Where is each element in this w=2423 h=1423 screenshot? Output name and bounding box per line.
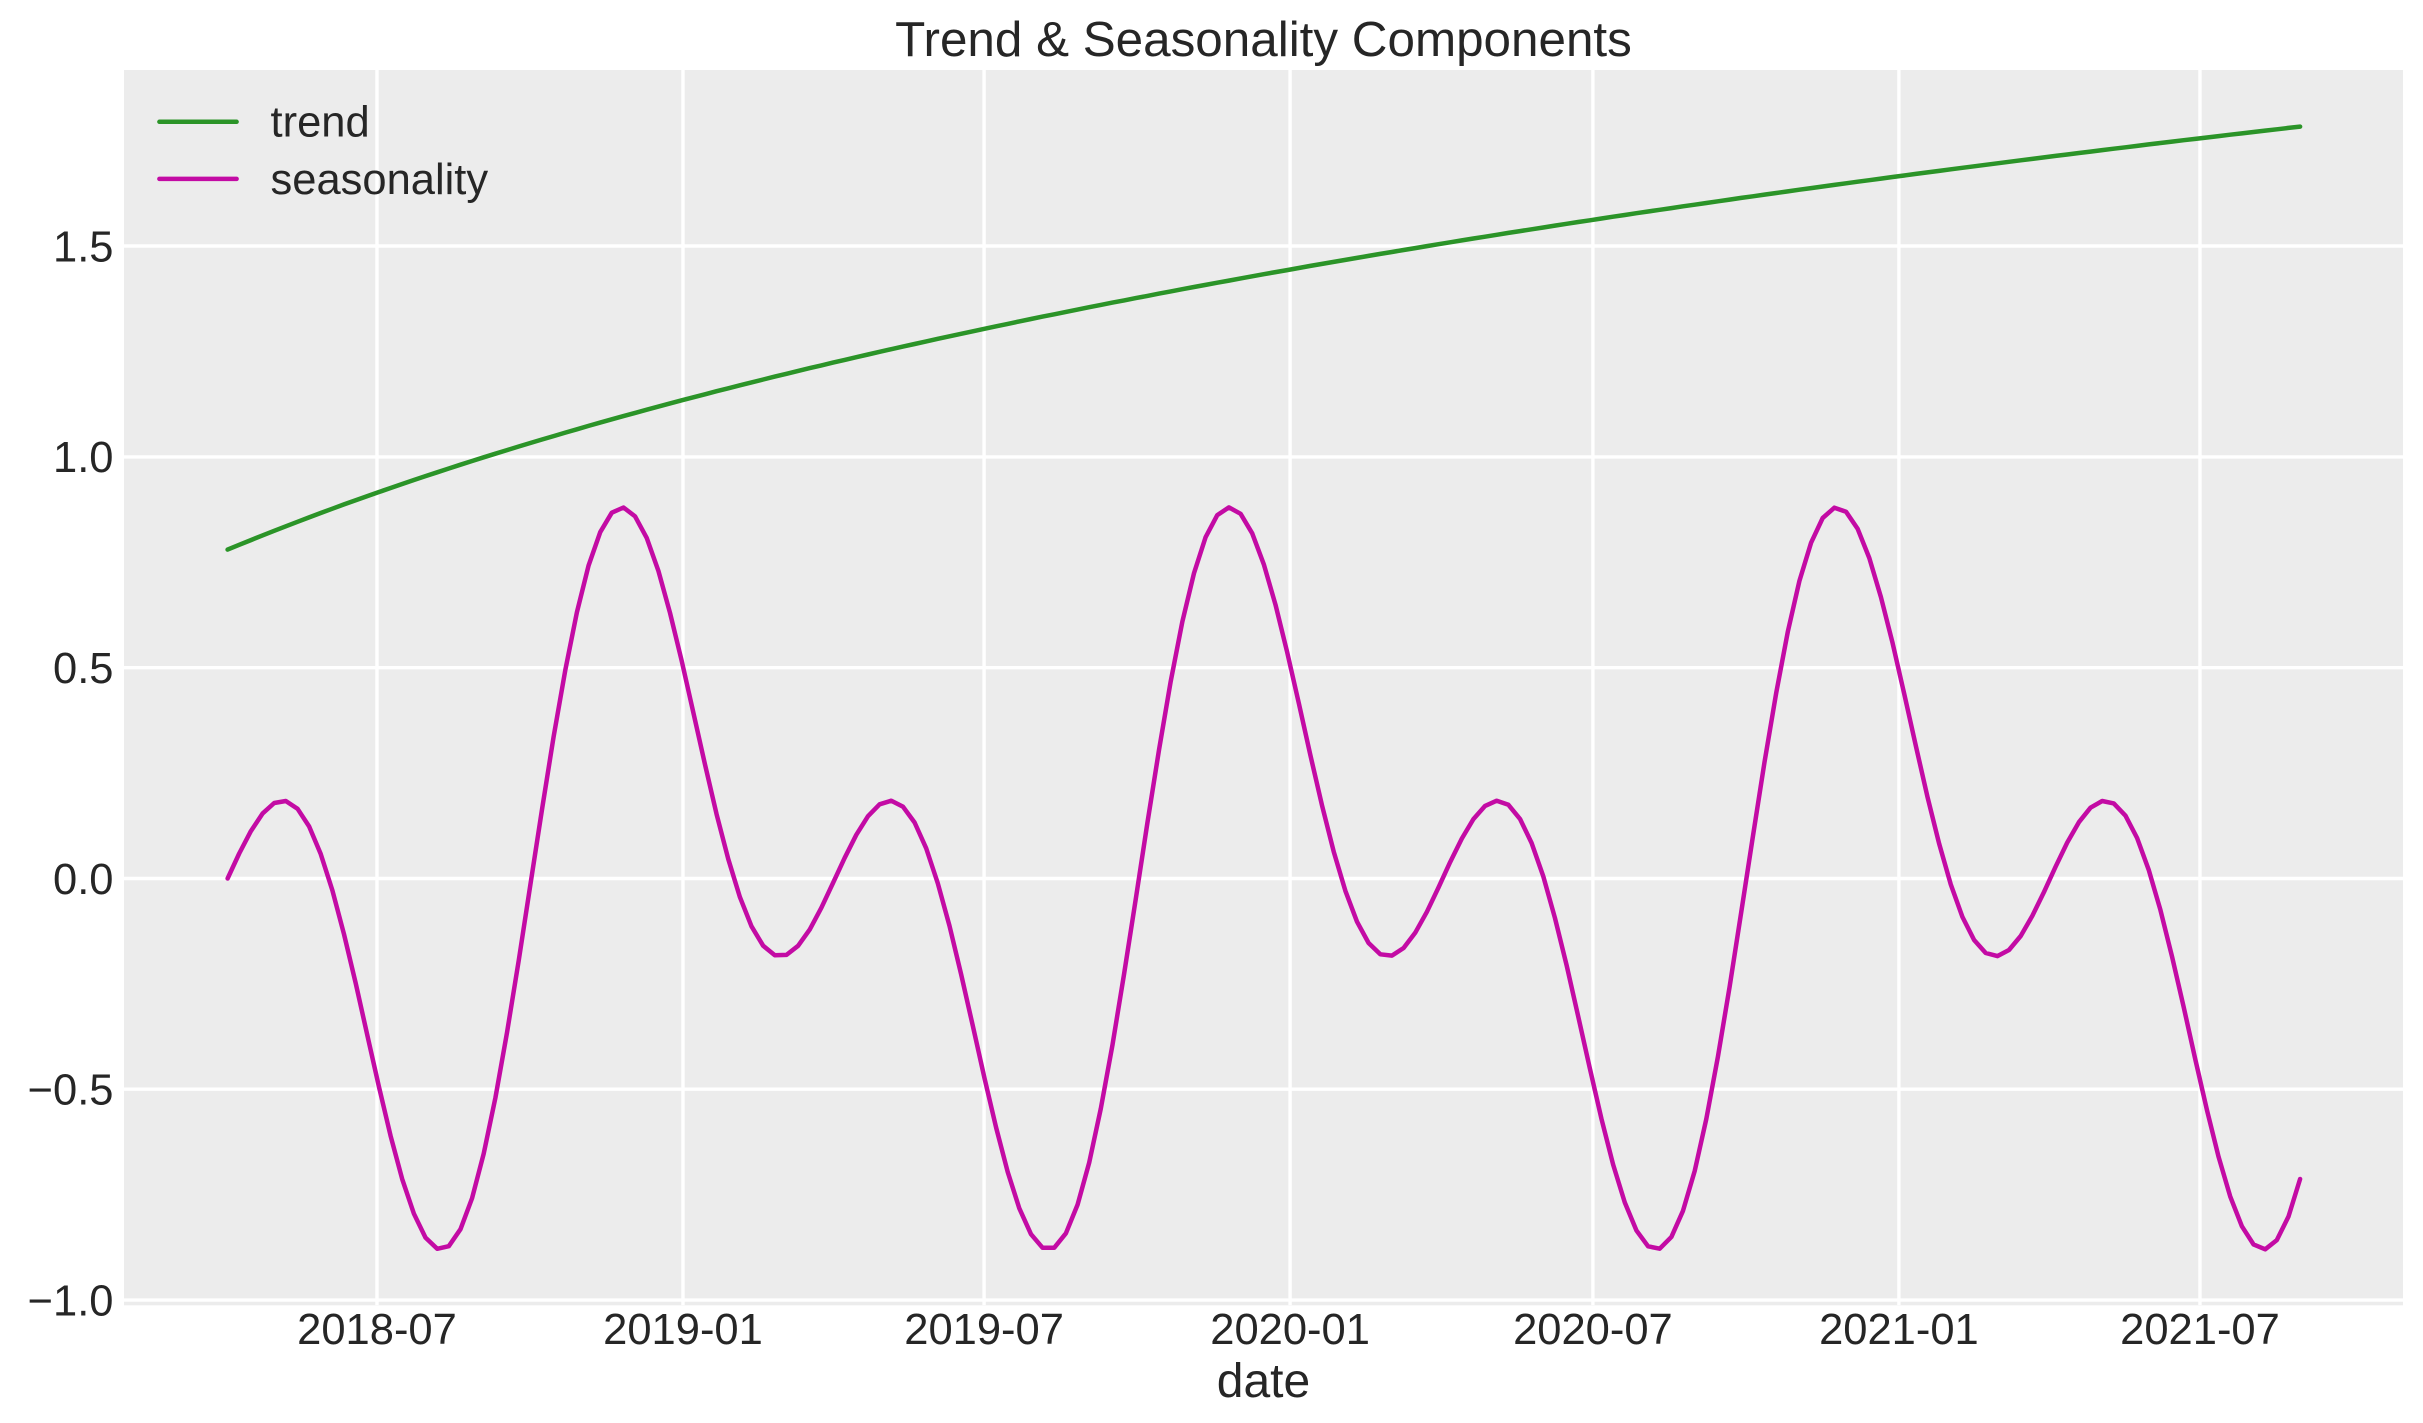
svg-text:−1.0: −1.0: [28, 1278, 114, 1326]
svg-text:2020-07: 2020-07: [1513, 1306, 1673, 1354]
svg-text:trend: trend: [271, 99, 370, 147]
svg-text:−0.5: −0.5: [28, 1067, 114, 1115]
svg-text:2018-07: 2018-07: [297, 1306, 457, 1354]
svg-text:0.0: 0.0: [53, 856, 113, 904]
svg-text:1.5: 1.5: [53, 223, 113, 271]
svg-text:0.5: 0.5: [53, 645, 113, 693]
svg-text:2021-01: 2021-01: [1819, 1306, 1979, 1354]
svg-text:1.0: 1.0: [53, 434, 113, 482]
svg-text:2020-01: 2020-01: [1210, 1306, 1370, 1354]
svg-text:2021-07: 2021-07: [2120, 1306, 2280, 1354]
svg-text:date: date: [1217, 1355, 1310, 1408]
svg-text:seasonality: seasonality: [271, 156, 489, 204]
svg-text:2019-01: 2019-01: [603, 1306, 763, 1354]
svg-text:Trend & Seasonality Components: Trend & Seasonality Components: [895, 12, 1632, 67]
svg-text:2019-07: 2019-07: [904, 1306, 1064, 1354]
